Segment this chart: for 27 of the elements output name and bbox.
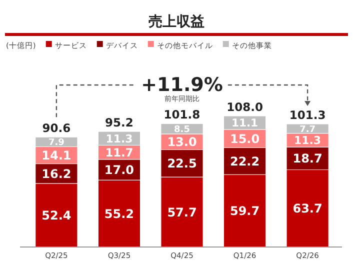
data-label: 17.0 [104, 163, 134, 178]
chart-title: 売上収益 [148, 14, 204, 30]
total-label: 108.0 [226, 100, 263, 114]
data-label: 18.7 [292, 152, 322, 166]
total-label: 90.6 [42, 121, 71, 136]
data-label: 63.7 [292, 202, 322, 216]
data-label: 13.0 [167, 135, 197, 150]
data-label: 7.9 [48, 138, 64, 148]
data-label: 22.2 [230, 154, 260, 168]
data-label: 55.2 [104, 206, 134, 221]
data-label: 16.2 [42, 166, 72, 181]
total-label: 101.3 [289, 108, 326, 122]
text: +11.9% [141, 74, 223, 96]
data-label: 11.7 [105, 145, 134, 160]
data-label: 57.7 [167, 205, 197, 220]
data-label: 15.0 [230, 132, 260, 146]
data-label: 52.4 [42, 208, 72, 223]
total-label: 101.8 [164, 108, 200, 122]
data-label: 11.1 [231, 116, 258, 130]
data-label: 14.1 [42, 148, 72, 163]
data-label: 11.3 [294, 134, 322, 148]
data-label: 59.7 [230, 204, 260, 218]
data-label: 11.3 [106, 132, 133, 146]
data-label: 22.5 [167, 156, 197, 171]
data-label: 8.5 [174, 125, 190, 136]
total-label: 95.2 [105, 116, 134, 130]
data-label: 7.7 [300, 124, 316, 135]
